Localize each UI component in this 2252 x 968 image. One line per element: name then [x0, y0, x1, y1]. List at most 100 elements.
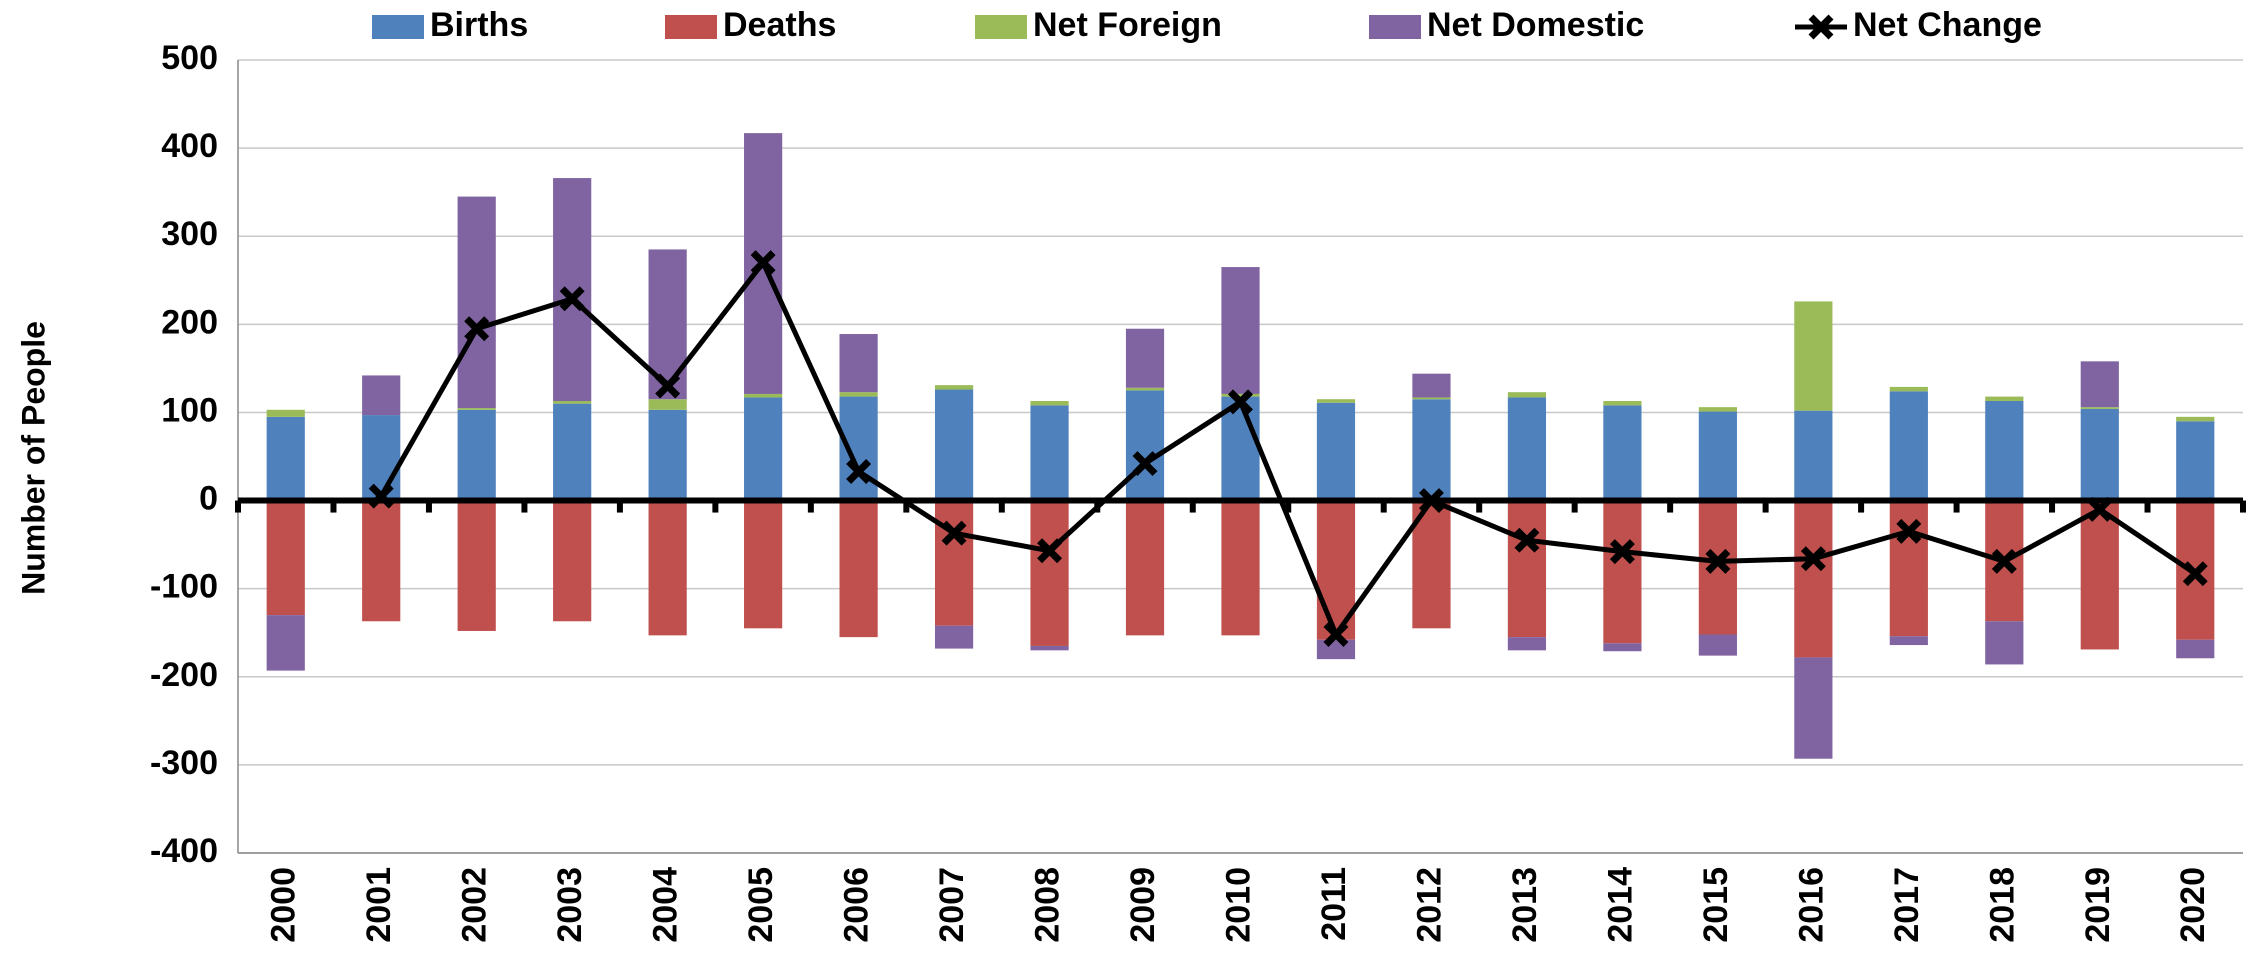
y-tick-label: 400 — [161, 127, 218, 165]
bar — [2080, 500, 2119, 650]
bar — [553, 400, 592, 404]
bar — [1316, 399, 1356, 403]
legend-label: Net Domestic — [1427, 6, 1644, 44]
bar — [1794, 500, 1833, 658]
bar — [934, 625, 974, 649]
bar — [1316, 639, 1356, 660]
line-marker — [1896, 518, 1922, 544]
bar — [1794, 410, 1833, 501]
bar — [648, 399, 687, 410]
x-tick-label: 2003 — [551, 867, 589, 943]
bar — [648, 500, 687, 636]
bar — [1125, 390, 1165, 501]
bar — [1889, 636, 1928, 646]
x-tick-label: 2002 — [456, 867, 494, 943]
bar — [744, 500, 783, 629]
bar — [1603, 500, 1642, 644]
bar — [839, 334, 878, 393]
x-tick-label: 2014 — [1601, 867, 1639, 943]
line-marker — [2087, 496, 2113, 522]
bar — [1221, 267, 1260, 394]
x-tick-label: 2011 — [1315, 867, 1353, 941]
y-tick-label: 500 — [161, 39, 218, 77]
bar — [1507, 500, 1547, 638]
bar — [1794, 657, 1833, 759]
bar — [1125, 500, 1165, 636]
bar — [1412, 397, 1451, 400]
line-marker — [1609, 539, 1635, 565]
bar — [553, 500, 592, 622]
line-marker — [750, 250, 776, 276]
legend-swatch — [975, 15, 1027, 39]
bar — [2080, 361, 2119, 408]
bar — [266, 500, 305, 616]
line-marker — [1037, 538, 1063, 564]
bar — [457, 408, 496, 410]
bar — [1889, 391, 1928, 501]
bar — [1221, 500, 1260, 636]
legend-swatch — [665, 15, 717, 39]
x-tick-label: 2016 — [1792, 867, 1830, 943]
legend-marker — [1808, 14, 1834, 40]
x-tick-label: 2018 — [1983, 867, 2021, 943]
bar — [1603, 405, 1642, 501]
line-marker — [1418, 488, 1444, 514]
bar — [362, 500, 401, 622]
bar — [457, 500, 496, 631]
bar — [362, 375, 401, 416]
bar — [1030, 645, 1069, 651]
bar — [362, 415, 401, 501]
line-marker — [1800, 546, 1826, 572]
legend-swatch — [1369, 15, 1421, 39]
y-tick-label: 100 — [161, 391, 218, 429]
bar — [457, 196, 496, 409]
bar — [266, 416, 305, 501]
bar — [1698, 411, 1737, 501]
x-tick-label: 2015 — [1697, 867, 1735, 943]
line-marker — [1705, 548, 1731, 574]
bar — [2176, 639, 2215, 659]
line-marker — [846, 459, 872, 484]
x-tick-label: 2012 — [1410, 867, 1448, 943]
y-tick-label: -200 — [150, 656, 218, 694]
bar — [1698, 407, 1737, 412]
x-tick-label: 2004 — [647, 867, 685, 943]
bar — [1889, 500, 1928, 637]
bar — [1507, 637, 1547, 651]
bar — [2176, 421, 2215, 501]
legend-label: Deaths — [723, 6, 836, 44]
bar — [1603, 400, 1642, 406]
bar — [1412, 373, 1451, 398]
bar — [266, 409, 305, 417]
bar — [744, 393, 783, 398]
bar — [1698, 634, 1737, 656]
bar — [1125, 387, 1165, 391]
x-tick-label: 2020 — [2174, 867, 2212, 943]
line-marker — [1991, 548, 2017, 574]
x-tick-label: 2006 — [838, 867, 876, 943]
bar — [1889, 386, 1928, 392]
legend-label: Net Foreign — [1033, 6, 1222, 44]
bar — [1507, 397, 1547, 501]
legend-label: Births — [430, 6, 528, 44]
line-marker — [1323, 622, 1349, 647]
line-marker — [941, 520, 967, 546]
x-tick-label: 2009 — [1124, 867, 1162, 943]
legend-swatch — [372, 15, 424, 39]
bar — [839, 396, 878, 501]
line-marker — [464, 316, 490, 342]
y-tick-label: -400 — [150, 832, 218, 870]
bar — [744, 397, 783, 501]
bar — [934, 385, 974, 390]
bar — [266, 615, 305, 671]
bar — [1412, 399, 1451, 501]
x-tick-label: 2001 — [360, 867, 398, 943]
x-tick-label: 2013 — [1506, 867, 1544, 943]
bar — [1316, 402, 1356, 501]
x-tick-label: 2017 — [1888, 867, 1926, 943]
bar — [457, 409, 496, 501]
bar — [839, 500, 878, 638]
bar — [934, 389, 974, 501]
y-tick-label: -300 — [150, 744, 218, 782]
